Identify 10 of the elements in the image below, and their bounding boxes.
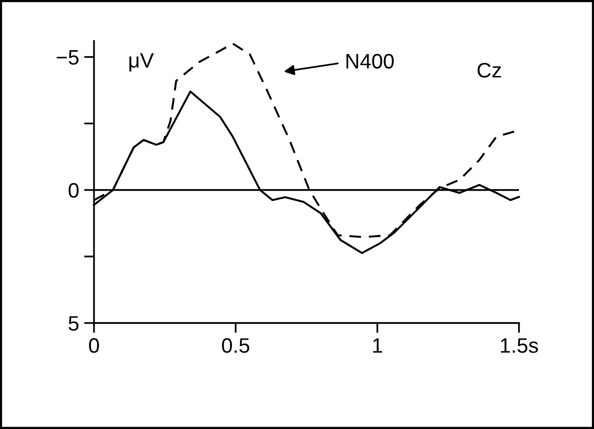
y-axis-title: μV — [129, 53, 154, 72]
y-tick-label: −5 — [56, 50, 79, 65]
y-tick-label: 0 — [68, 182, 79, 198]
annotation: Cz — [478, 62, 501, 78]
annotation: N400 — [346, 54, 394, 69]
x-tick-label: 1 — [373, 338, 382, 353]
y-tick-label: 5 — [68, 316, 79, 331]
x-tick-label: 0 — [89, 338, 99, 353]
x-tick-label: 1.5s — [500, 338, 538, 353]
x-tick-label: 0.5 — [222, 338, 250, 353]
